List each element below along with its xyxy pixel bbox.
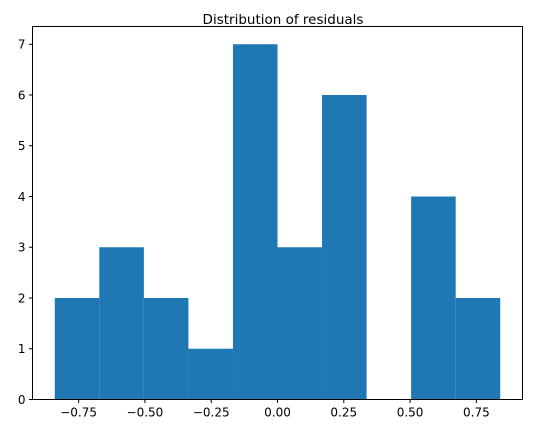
- histogram-bar: [232, 44, 278, 400]
- x-tick-label: 0.75: [463, 406, 490, 420]
- x-tick-label: −0.25: [193, 406, 230, 420]
- histogram-bar: [411, 196, 456, 400]
- histogram-bar: [99, 247, 144, 400]
- x-tick-label: 0.50: [397, 406, 424, 420]
- y-tick-label: 5: [18, 139, 26, 153]
- y-tick-label: 7: [18, 38, 26, 52]
- y-axis: 0 1 2 3 4 5 6 7: [18, 38, 33, 407]
- histogram-bar: [277, 247, 323, 400]
- y-tick-label: 2: [18, 291, 26, 305]
- x-tick-label: 0.25: [330, 406, 357, 420]
- x-tick-label: −0.50: [127, 406, 164, 420]
- chart-title: Distribution of residuals: [203, 12, 364, 28]
- y-tick-label: 4: [18, 190, 26, 204]
- y-tick-label: 0: [18, 393, 26, 407]
- bars-group: [54, 44, 501, 400]
- histogram-bar: [188, 348, 233, 400]
- y-tick-label: 6: [18, 88, 26, 102]
- histogram-bar: [54, 298, 100, 400]
- histogram-bar: [322, 95, 367, 400]
- x-tick-label: −0.75: [60, 406, 97, 420]
- histogram-bar: [143, 298, 189, 400]
- x-axis: −0.75 −0.50 −0.25 0.00 0.25 0.50 0.75: [60, 399, 490, 420]
- x-tick-label: 0.00: [264, 406, 291, 420]
- y-tick-label: 3: [18, 241, 26, 255]
- histogram-bar: [455, 298, 501, 400]
- y-tick-label: 1: [18, 342, 26, 356]
